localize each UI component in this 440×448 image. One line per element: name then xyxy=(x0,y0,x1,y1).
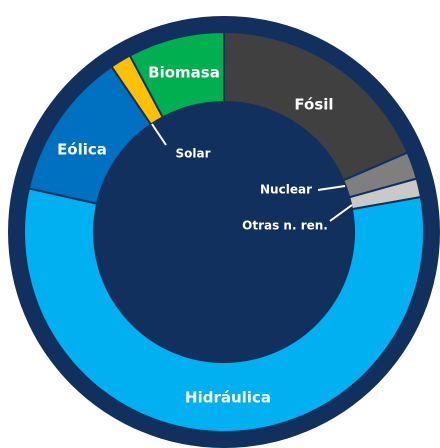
donut-hole xyxy=(94,102,354,362)
slice-label: Eólica xyxy=(57,141,107,159)
slice-label: Nuclear xyxy=(260,183,312,197)
leader-line xyxy=(317,185,346,191)
slice-label: Biomasa xyxy=(148,64,220,82)
slice-label: Hidráulica xyxy=(185,389,271,407)
slice-label: Fósil xyxy=(294,96,333,114)
slice-label: Solar xyxy=(175,147,210,161)
leader-line xyxy=(151,123,167,146)
slice-label: Otras n. ren. xyxy=(242,219,328,233)
leader-line xyxy=(329,204,353,222)
